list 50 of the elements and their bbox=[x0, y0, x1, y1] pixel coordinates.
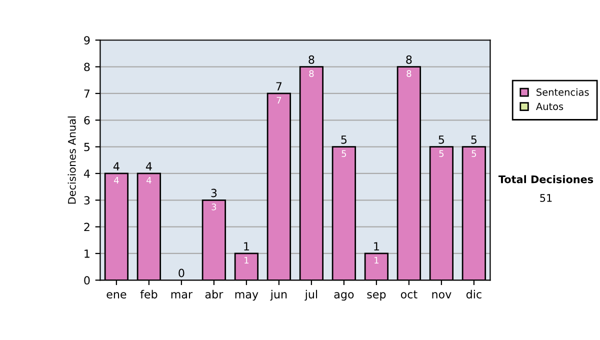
data-label: 4 bbox=[114, 176, 119, 184]
y-tick-label: 1 bbox=[84, 250, 90, 258]
x-tick-label: feb bbox=[140, 290, 158, 298]
total-label: 5 bbox=[471, 136, 477, 144]
y-tick-label: 5 bbox=[84, 142, 90, 152]
y-tick-label: 4 bbox=[84, 170, 90, 178]
data-label: 5 bbox=[472, 150, 476, 157]
y-tick-label: 0 bbox=[84, 276, 90, 285]
y-tick-label: 3 bbox=[84, 196, 90, 205]
x-tick-label: oct bbox=[400, 290, 418, 298]
data-label: 3 bbox=[212, 204, 216, 210]
total-label: 8 bbox=[308, 55, 314, 64]
legend-label: Autos bbox=[536, 102, 564, 110]
x-tick-label: may bbox=[235, 292, 258, 301]
x-tick-label: ene bbox=[106, 292, 126, 298]
y-tick-label: 2 bbox=[84, 222, 90, 232]
total-label: 4 bbox=[113, 162, 120, 170]
data-label: 8 bbox=[309, 70, 314, 77]
x-tick-label: jun bbox=[270, 290, 287, 301]
data-label: 8 bbox=[406, 70, 412, 77]
x-tick-label: sep bbox=[367, 292, 386, 301]
total-label: 8 bbox=[406, 55, 412, 64]
x-tick-label: dic bbox=[466, 290, 482, 298]
y-axis-title: Decisiones Anual bbox=[68, 116, 76, 204]
x-tick-label: mar bbox=[171, 292, 193, 298]
total-label: 4 bbox=[146, 162, 152, 170]
x-tick-label: ago bbox=[334, 292, 354, 301]
total-label: 5 bbox=[341, 136, 347, 144]
text: Total Decisiones bbox=[498, 175, 594, 184]
data-label: 5 bbox=[342, 150, 346, 157]
total-label: 1 bbox=[374, 242, 379, 250]
data-label: 5 bbox=[439, 150, 444, 157]
x-tick-label: abr bbox=[205, 290, 224, 298]
data-label: 4 bbox=[146, 176, 152, 184]
total-label: 7 bbox=[276, 82, 282, 90]
text: 51 bbox=[540, 194, 552, 202]
total-label: 5 bbox=[438, 136, 444, 144]
total-label: 3 bbox=[211, 188, 217, 198]
data-label: 7 bbox=[276, 96, 282, 104]
data-label: 1 bbox=[244, 256, 248, 264]
y-tick-label: 6 bbox=[84, 116, 90, 125]
legend-label: Sentencias bbox=[536, 88, 589, 96]
y-tick-label: 7 bbox=[84, 90, 90, 98]
y-tick-label: 8 bbox=[84, 62, 90, 72]
data-label: 1 bbox=[374, 256, 378, 264]
x-tick-label: nov bbox=[432, 292, 452, 298]
total-label: 1 bbox=[244, 242, 249, 250]
total-label: 0 bbox=[178, 268, 184, 278]
y-tick-label: 9 bbox=[84, 36, 90, 44]
x-tick-label: jul bbox=[304, 290, 318, 301]
